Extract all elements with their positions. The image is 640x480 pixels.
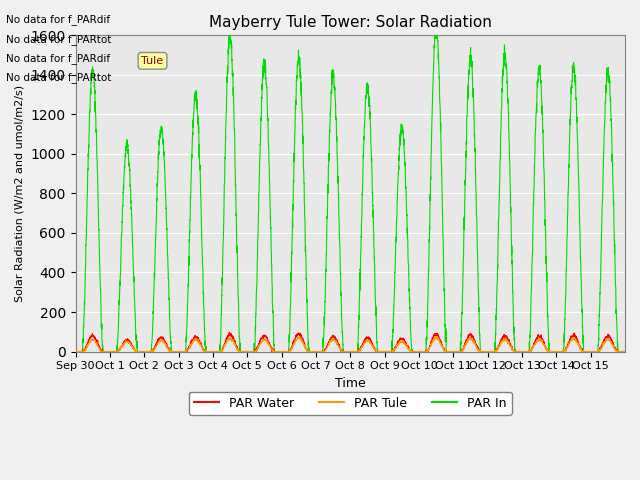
X-axis label: Time: Time [335,377,365,390]
Y-axis label: Solar Radiation (W/m2 and umol/m2/s): Solar Radiation (W/m2 and umol/m2/s) [15,85,25,302]
Text: No data for f_PARdif: No data for f_PARdif [6,14,111,25]
Text: No data for f_PARdif: No data for f_PARdif [6,53,111,64]
Text: No data for f_PARtot: No data for f_PARtot [6,34,112,45]
Title: Mayberry Tule Tower: Solar Radiation: Mayberry Tule Tower: Solar Radiation [209,15,492,30]
Legend: PAR Water, PAR Tule, PAR In: PAR Water, PAR Tule, PAR In [189,392,511,415]
Text: Tule: Tule [141,56,164,66]
Text: No data for f_PARtot: No data for f_PARtot [6,72,112,83]
